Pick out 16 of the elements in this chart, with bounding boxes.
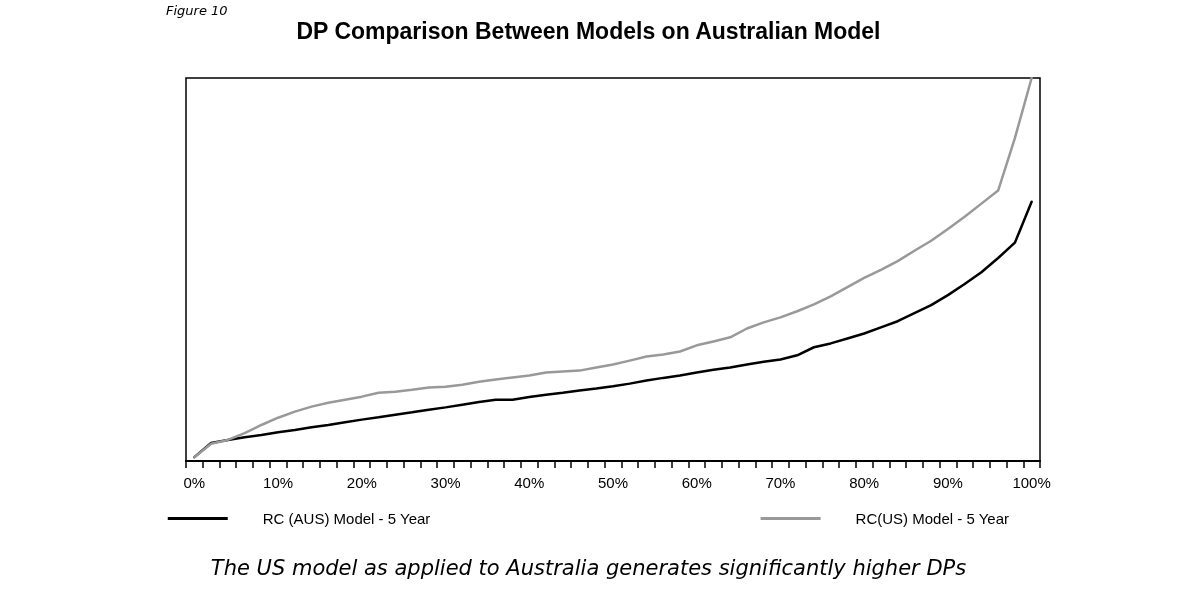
x-tick-label: 20%: [346, 474, 377, 491]
x-tick-label: 70%: [765, 474, 796, 491]
x-tick-label: 0%: [183, 474, 206, 491]
legend-label: RC(US) Model - 5 Year: [855, 510, 1009, 527]
caption: Figure 10: [166, 3, 228, 18]
x-tick-label: 90%: [932, 474, 963, 491]
text: The US model as applied to Australia generates significantly higher DPs: [210, 555, 967, 580]
legend-label: RC (AUS) Model - 5 Year: [262, 510, 431, 527]
x-tick-label: 100%: [1012, 474, 1051, 491]
x-tick-label: 40%: [514, 474, 545, 491]
x-tick-label: 50%: [597, 474, 629, 491]
x-tick-label: 60%: [681, 474, 712, 491]
x-tick-label: 80%: [849, 474, 880, 491]
x-tick-label: 30%: [430, 474, 461, 491]
x-tick-label: 10%: [263, 474, 294, 491]
chart-title: DP Comparison Between Models on Australian Model: [296, 17, 881, 44]
